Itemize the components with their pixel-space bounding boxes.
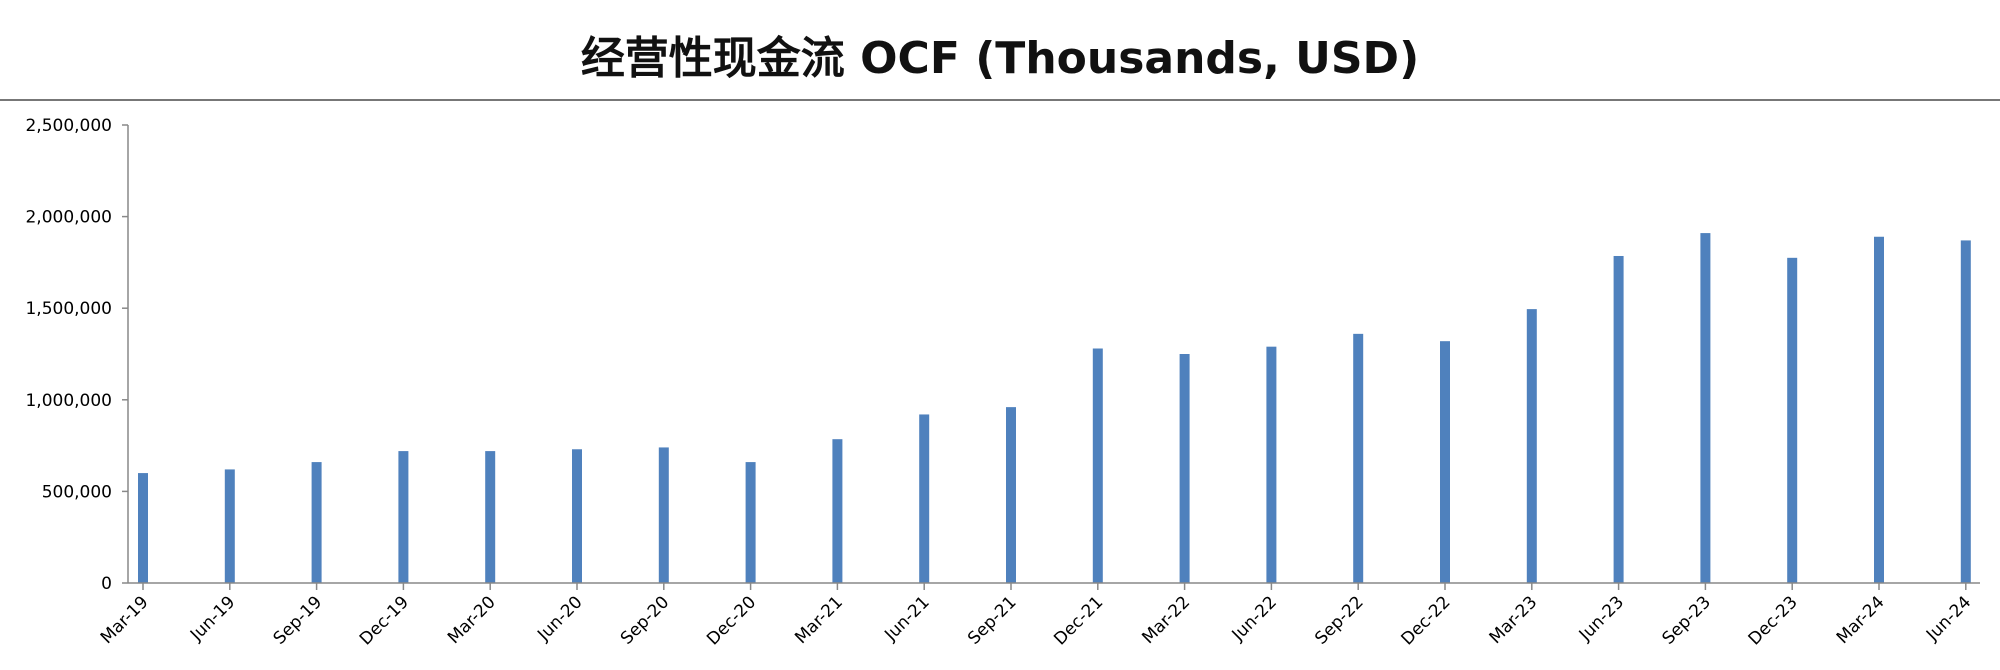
bars-group xyxy=(138,233,1971,583)
bar-sep-22 xyxy=(1353,333,1364,583)
bar-mar-20 xyxy=(485,451,496,583)
y-tick-label: 2,500,000 xyxy=(25,116,112,136)
y-tick-label: 1,000,000 xyxy=(25,391,112,411)
x-tick-label: Sep-21 xyxy=(964,592,1020,648)
bar-dec-19 xyxy=(398,451,409,583)
bar-mar-23 xyxy=(1526,309,1537,583)
x-tick-label: Mar-20 xyxy=(444,592,500,648)
bar-dec-22 xyxy=(1440,341,1450,583)
y-tick-label: 500,000 xyxy=(42,482,112,502)
y-axis-ticks: 0 500,000 1,000,000 1,500,000 2,000,000 2,500… xyxy=(25,116,128,594)
bar-sep-19 xyxy=(311,462,322,583)
bar-sep-23 xyxy=(1700,233,1711,583)
x-tick-label: Dec-23 xyxy=(1745,592,1802,649)
x-tick-label: Jun-20 xyxy=(533,592,586,645)
x-tick-label: Mar-23 xyxy=(1486,592,1542,648)
y-tick-label: 0 xyxy=(101,574,112,594)
x-tick-label: Dec-20 xyxy=(703,592,760,649)
bar-mar-24 xyxy=(1874,236,1884,583)
x-tick-label: Jun-23 xyxy=(1575,592,1628,645)
x-tick-label: Jun-19 xyxy=(186,592,239,645)
x-axis-ticks: Mar-19 Jun-19 Sep-19 Dec-19 Mar-20 Jun-20 Sep-… xyxy=(97,583,1975,649)
x-tick-label: Dec-21 xyxy=(1050,592,1107,649)
bar-mar-19 xyxy=(138,473,148,583)
x-tick-label: Jun-21 xyxy=(880,592,933,645)
title-divider xyxy=(0,99,2000,101)
y-tick-label: 1,500,000 xyxy=(25,299,112,319)
bar-mar-22 xyxy=(1179,354,1190,583)
x-tick-label: Dec-19 xyxy=(356,592,413,649)
bar-dec-21 xyxy=(1092,348,1103,583)
x-tick-label: Mar-21 xyxy=(791,592,847,648)
x-tick-label: Sep-20 xyxy=(617,592,673,648)
bar-mar-21 xyxy=(832,439,843,583)
bar-jun-21 xyxy=(919,414,930,583)
bar-dec-20 xyxy=(745,462,756,583)
bar-dec-23 xyxy=(1787,257,1798,583)
x-tick-label: Jun-22 xyxy=(1228,592,1281,645)
x-tick-label: Mar-19 xyxy=(97,592,153,648)
x-tick-label: Dec-22 xyxy=(1397,592,1454,649)
x-tick-label: Mar-22 xyxy=(1138,592,1194,648)
bar-jun-22 xyxy=(1266,346,1277,583)
x-tick-label: Mar-24 xyxy=(1833,592,1889,648)
x-tick-label: Jun-24 xyxy=(1922,592,1975,645)
bar-sep-20 xyxy=(658,447,669,583)
x-tick-label: Sep-23 xyxy=(1658,592,1714,648)
bar-jun-24 xyxy=(1960,240,1971,583)
x-tick-label: Sep-19 xyxy=(270,592,326,648)
bar-sep-21 xyxy=(1006,407,1016,583)
bar-jun-23 xyxy=(1613,255,1624,583)
bar-jun-20 xyxy=(572,449,582,583)
y-tick-label: 2,000,000 xyxy=(25,208,112,228)
chart-title: 经营性现金流 OCF (Thousands, USD) xyxy=(580,33,1420,84)
x-tick-label: Sep-22 xyxy=(1311,592,1367,648)
bar-jun-19 xyxy=(224,469,235,583)
